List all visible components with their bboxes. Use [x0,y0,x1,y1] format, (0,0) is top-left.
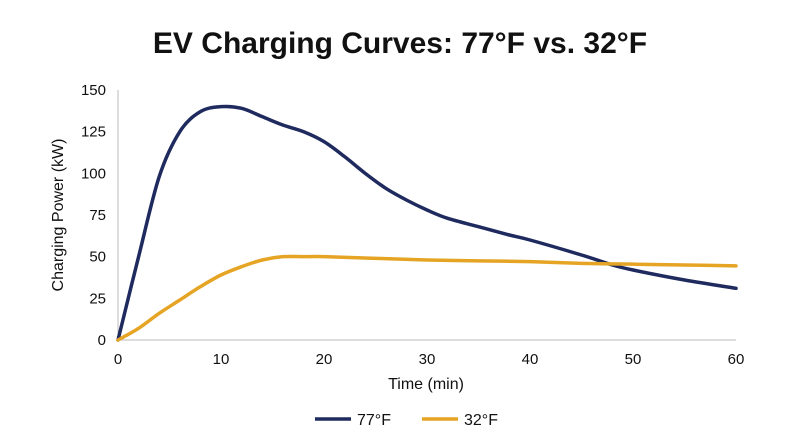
legend-item-77f: 77°F [315,412,391,429]
x-tick-label: 10 [213,351,230,368]
y-axis-title: Charging Power (kW) [50,139,67,292]
y-tick-label: 100 [81,165,106,182]
legend-item-32f: 32°F [422,412,498,429]
y-tick-label: 150 [81,82,106,99]
legend-label: 77°F [357,412,391,429]
x-tick-label: 30 [419,351,436,368]
y-tick-label: 25 [89,290,106,307]
x-tick-label: 0 [114,351,122,368]
y-tick-label: 50 [89,249,106,266]
axes [117,90,736,341]
y-tick-label: 75 [89,207,106,224]
y-tick-label: 0 [98,332,106,349]
x-tick-label: 60 [728,351,745,368]
x-axis-title: Time (min) [388,376,464,393]
y-tick-labels: 0 25 50 75 100 125 150 [81,82,106,349]
series-line-77f [116,104,738,342]
series-line-32f [116,254,738,342]
legend-label: 32°F [464,412,498,429]
chart-title: EV Charging Curves: 77°F vs. 32°F [153,27,647,60]
x-tick-label: 50 [625,351,642,368]
x-tick-labels: 0 10 20 30 40 50 60 [114,351,745,368]
x-tick-label: 20 [316,351,333,368]
legend: 77°F 32°F [315,412,498,429]
y-tick-label: 125 [81,124,106,141]
series-layer [116,104,738,342]
x-tick-label: 40 [522,351,539,368]
